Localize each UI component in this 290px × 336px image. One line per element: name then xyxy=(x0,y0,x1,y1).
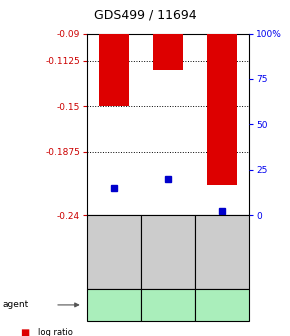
Bar xyxy=(153,34,183,70)
Text: GDS499 / 11694: GDS499 / 11694 xyxy=(94,8,196,22)
Text: GSM8760: GSM8760 xyxy=(218,230,227,274)
Text: IL4: IL4 xyxy=(215,300,230,310)
Text: log ratio: log ratio xyxy=(38,328,72,336)
Bar xyxy=(207,34,237,185)
Text: TNFa: TNFa xyxy=(156,300,180,310)
Text: GSM8755: GSM8755 xyxy=(164,230,173,274)
Text: ■: ■ xyxy=(20,328,30,336)
Text: IFNg: IFNg xyxy=(103,300,125,310)
Bar xyxy=(99,34,129,106)
Text: agent: agent xyxy=(3,300,29,309)
Text: GSM8750: GSM8750 xyxy=(110,230,119,274)
